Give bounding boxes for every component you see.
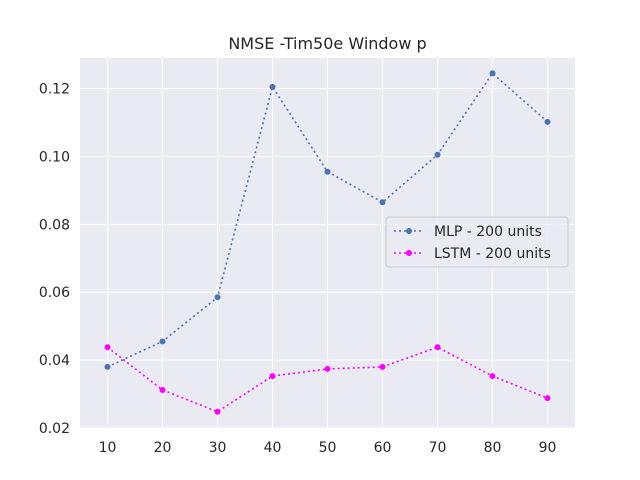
- legend-label-0: MLP - 200 units: [434, 224, 542, 240]
- x-tick-label: 70: [429, 440, 447, 456]
- legend-box: [385, 216, 569, 268]
- series-0-point: [544, 118, 551, 125]
- x-tick-label: 30: [209, 440, 227, 456]
- series-1-point: [159, 386, 166, 393]
- y-tick-label: 0.06: [39, 285, 70, 301]
- series-0-point: [269, 83, 276, 90]
- series-1-point: [269, 373, 276, 380]
- y-tick-label: 0.02: [39, 421, 70, 437]
- x-tick-label: 50: [319, 440, 337, 456]
- y-tick-label: 0.10: [39, 149, 70, 165]
- legend-marker-0: [406, 228, 412, 234]
- series-layer: [104, 70, 551, 415]
- series-line-0: [107, 72, 549, 368]
- x-tick-label: 10: [99, 440, 117, 456]
- x-tick-label: 90: [539, 440, 557, 456]
- chart-title: NMSE -Tim50e Window p: [228, 34, 426, 53]
- x-tick-label: 40: [264, 440, 282, 456]
- series-1-point: [489, 373, 496, 380]
- y-tick-label: 0.04: [39, 353, 70, 369]
- series-0-point: [379, 199, 386, 206]
- legend: MLP - 200 units LSTM - 200 units: [385, 216, 569, 268]
- y-tick-labels: 0.02 0.04 0.06 0.08 0.10 0.12: [39, 82, 70, 437]
- x-tick-label: 60: [374, 440, 392, 456]
- series-1-point: [434, 344, 441, 351]
- x-tick-label: 80: [484, 440, 502, 456]
- series-1-point: [544, 395, 551, 402]
- x-tick-label: 20: [154, 440, 172, 456]
- series-0-point: [489, 70, 496, 77]
- legend-label-1: LSTM - 200 units: [434, 246, 551, 262]
- series-1-point: [214, 408, 221, 415]
- series-1-point: [324, 365, 331, 372]
- y-tick-label: 0.12: [39, 82, 70, 98]
- series-0-point: [214, 294, 221, 301]
- series-0-point: [104, 363, 111, 370]
- series-1-point: [104, 344, 111, 351]
- series-0-point: [434, 151, 441, 158]
- y-tick-label: 0.08: [39, 217, 70, 233]
- x-tick-labels: 10 20 30 40 50 60 70 80 90: [99, 440, 557, 456]
- legend-marker-1: [406, 250, 412, 256]
- series-0-point: [159, 338, 166, 345]
- series-0-point: [324, 168, 331, 175]
- series-1-point: [379, 363, 386, 370]
